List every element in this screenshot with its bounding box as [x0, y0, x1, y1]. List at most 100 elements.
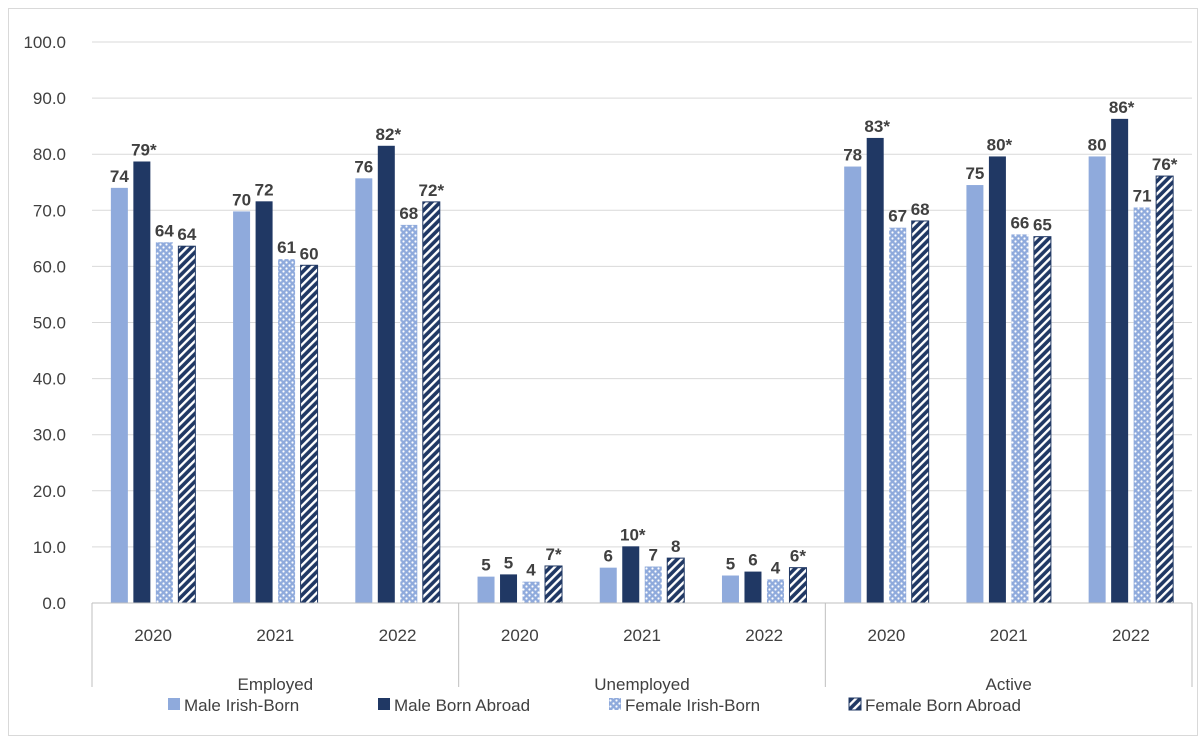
bar	[1033, 236, 1052, 604]
data-label: 64	[177, 225, 196, 244]
y-tick-label: 10.0	[33, 538, 66, 557]
legend-label: Male Born Abroad	[394, 696, 530, 715]
data-label: 70	[232, 190, 251, 209]
data-label: 86*	[1109, 98, 1135, 117]
bar	[1011, 234, 1029, 603]
bar	[133, 161, 151, 604]
x-tick-label: 2021	[990, 626, 1028, 645]
bar	[889, 227, 907, 604]
data-label: 72	[255, 180, 274, 199]
bar	[177, 245, 196, 604]
x-tick-label: 2022	[1112, 626, 1150, 645]
bar	[522, 581, 540, 603]
data-label: 78	[843, 146, 862, 165]
bar	[666, 557, 685, 604]
data-label: 10*	[620, 525, 646, 544]
y-tick-label: 20.0	[33, 482, 66, 501]
y-axis: 0.0 10.0 20.0 30.0 40.0 50.0 60.0 70.0 80.0 90.0 1…	[23, 33, 66, 613]
bar	[400, 224, 418, 604]
data-label: 66	[1010, 213, 1029, 232]
legend: Male Irish-Born Male Born Abroad Female Ir…	[168, 696, 1021, 715]
x-tick-label: 2022	[745, 626, 783, 645]
bar	[278, 259, 296, 603]
data-label: 8	[671, 537, 680, 556]
legend-label: Male Irish-Born	[184, 696, 299, 715]
legend-swatch	[848, 697, 862, 711]
x-group-label: Employed	[238, 675, 314, 694]
chart-frame	[8, 8, 1198, 736]
data-label: 4	[526, 561, 536, 580]
data-label: 6	[748, 551, 757, 570]
bar	[866, 137, 884, 603]
bar	[644, 566, 662, 603]
y-tick-label: 30.0	[33, 426, 66, 445]
bar	[110, 187, 128, 604]
data-label: 68	[911, 200, 930, 219]
data-label: 7	[649, 546, 658, 565]
bar	[788, 567, 807, 604]
x-tick-label: 2020	[868, 626, 906, 645]
data-label: 7*	[545, 545, 561, 564]
data-label: 75	[965, 164, 984, 183]
bar	[721, 575, 739, 603]
x-tick-label: 2021	[256, 626, 294, 645]
bar	[377, 145, 395, 603]
data-label: 74	[110, 167, 129, 186]
bar	[300, 264, 319, 604]
data-label: 80*	[987, 135, 1013, 154]
data-label: 67	[888, 207, 907, 226]
data-label: 71	[1133, 186, 1152, 205]
bar	[477, 576, 495, 603]
legend-swatch	[609, 698, 621, 710]
y-tick-label: 40.0	[33, 370, 66, 389]
bar	[155, 242, 173, 604]
gridlines	[92, 41, 1192, 548]
bar	[622, 546, 640, 603]
data-label: 65	[1033, 216, 1052, 235]
y-tick-label: 80.0	[33, 145, 66, 164]
bar	[844, 166, 862, 604]
data-label: 80	[1088, 135, 1107, 154]
x-group-label: Unemployed	[594, 675, 689, 694]
bar	[599, 567, 617, 603]
x-tick-label: 2021	[623, 626, 661, 645]
y-tick-label: 50.0	[33, 314, 66, 333]
data-label: 5	[726, 555, 735, 574]
data-label: 76	[354, 157, 373, 176]
y-tick-label: 0.0	[42, 594, 66, 613]
bar	[544, 565, 563, 604]
bar	[233, 211, 251, 603]
bar	[988, 156, 1006, 603]
y-tick-label: 90.0	[33, 89, 66, 108]
data-label: 5	[481, 556, 490, 575]
legend-swatch	[378, 698, 390, 710]
data-label: 5	[504, 553, 513, 572]
y-tick-label: 100.0	[23, 33, 66, 52]
bar	[966, 185, 984, 603]
bar	[255, 201, 273, 603]
bar	[500, 574, 518, 603]
data-label: 76*	[1152, 155, 1178, 174]
bar	[1111, 118, 1129, 604]
data-label: 6*	[790, 547, 806, 566]
x-axis: 2020 2021 2022 2020 2021 2022 2020 2021 2022 Empl…	[91, 602, 1193, 694]
bar	[1088, 156, 1106, 603]
data-label: 72*	[419, 181, 445, 200]
bar	[1133, 207, 1151, 603]
data-label: 61	[277, 238, 296, 257]
bar	[355, 178, 373, 603]
data-label: 4	[771, 558, 781, 577]
data-label: 82*	[376, 125, 402, 144]
bar	[766, 579, 784, 603]
x-tick-label: 2020	[134, 626, 172, 645]
bar	[911, 220, 930, 604]
legend-swatch	[168, 698, 180, 710]
bar	[422, 201, 441, 604]
bars	[110, 118, 1174, 604]
bar	[744, 571, 762, 603]
y-tick-label: 70.0	[33, 201, 66, 220]
data-label: 68	[399, 204, 418, 223]
data-label: 79*	[131, 140, 157, 159]
